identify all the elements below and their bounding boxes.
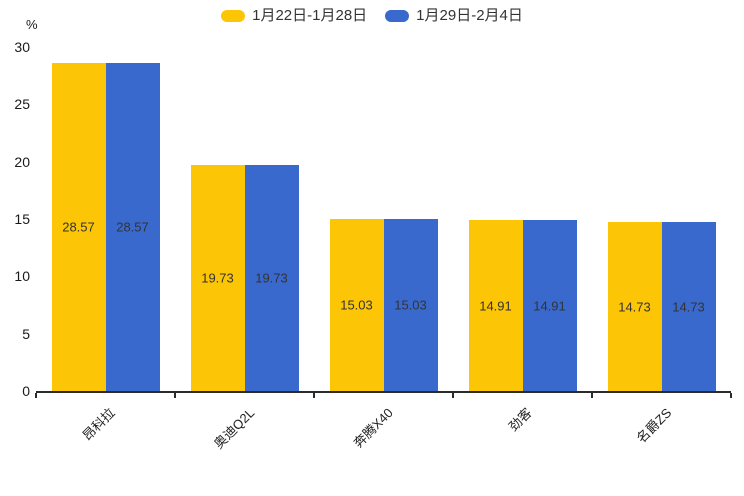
x-axis-tick	[35, 393, 37, 398]
bar-group-5: 14.73 14.73 名爵ZS	[592, 47, 731, 446]
legend-swatch-icon	[221, 9, 246, 22]
x-category-label: 名爵ZS	[633, 405, 675, 446]
bar-value-label: 14.73	[618, 299, 651, 315]
x-category-label: 劲客	[506, 405, 536, 435]
bar-series1-cat5: 14.73	[607, 222, 662, 391]
bar-value-label: 14.91	[479, 298, 512, 314]
legend-swatch-icon	[385, 9, 410, 22]
y-tick-label: 15	[14, 211, 30, 227]
y-tick-label: 10	[14, 268, 30, 285]
y-tick-label: 20	[14, 153, 30, 170]
bar-series1-cat3: 15.03	[329, 218, 384, 391]
bar-pair: 15.03 15.03	[329, 218, 438, 391]
x-axis-tick	[452, 393, 454, 398]
legend-item-label: 1月22日-1月28日	[252, 7, 368, 24]
bar-pair: 14.91 14.91	[468, 220, 577, 391]
bar-group-3: 15.03 15.03 奔腾X40	[314, 47, 453, 450]
bar-series2-cat2: 19.73	[244, 164, 299, 391]
y-axis-unit-label: %	[26, 17, 38, 32]
bar-series2-cat3: 15.03	[383, 218, 438, 391]
bar-series1-cat2: 19.73	[190, 164, 245, 391]
x-axis-tick	[313, 393, 315, 398]
legend-item-label: 1月29日-2月4日	[416, 7, 523, 24]
y-tick-label: 25	[14, 96, 30, 113]
bar-value-label: 19.73	[255, 270, 288, 286]
bar-pair: 28.57 28.57	[51, 63, 160, 391]
bar-group-1: 28.57 28.57 昂科拉	[36, 47, 175, 443]
x-axis-tick	[730, 393, 732, 398]
bar-series1-cat1: 28.57	[51, 63, 106, 391]
bar-series2-cat1: 28.57	[105, 63, 160, 391]
bar-group-2: 19.73 19.73 奥迪Q2L	[175, 47, 314, 451]
y-tick-label: 0	[22, 383, 30, 399]
bar-group-4: 14.91 14.91 劲客	[453, 47, 592, 434]
y-axis: 30 25 20 15 10 5 0	[0, 39, 30, 399]
bar-value-label: 28.57	[116, 219, 149, 235]
x-category-label: 昂科拉	[80, 405, 119, 444]
legend-item-series1[interactable]: 1月22日-1月28日	[221, 8, 367, 23]
legend: 1月22日-1月28日 1月29日-2月4日	[0, 8, 744, 23]
bar-pair: 14.73 14.73	[607, 222, 716, 391]
bar-series1-cat4: 14.91	[468, 220, 523, 391]
x-category-label: 奔腾X40	[350, 405, 397, 451]
bar-value-label: 14.73	[672, 299, 705, 315]
bar-value-label: 19.73	[201, 270, 234, 286]
x-category-label: 奥迪Q2L	[210, 405, 258, 452]
bar-value-label: 14.91	[533, 298, 566, 314]
bar-value-label: 15.03	[340, 297, 373, 313]
bar-value-label: 28.57	[62, 219, 95, 235]
y-tick-label: 5	[22, 325, 30, 342]
x-axis-tick	[591, 393, 593, 398]
bar-series2-cat5: 14.73	[661, 222, 716, 391]
bar-series2-cat4: 14.91	[522, 220, 577, 391]
bar-pair: 19.73 19.73	[190, 164, 299, 391]
y-tick-label: 30	[14, 39, 30, 55]
legend-item-series2[interactable]: 1月29日-2月4日	[385, 8, 523, 23]
bar-value-label: 15.03	[394, 297, 427, 313]
plot-area: 28.57 28.57 昂科拉 19.73 19.73 奥迪Q2L 15.03 15.03 奔腾…	[35, 47, 732, 451]
x-axis-tick	[174, 393, 176, 398]
